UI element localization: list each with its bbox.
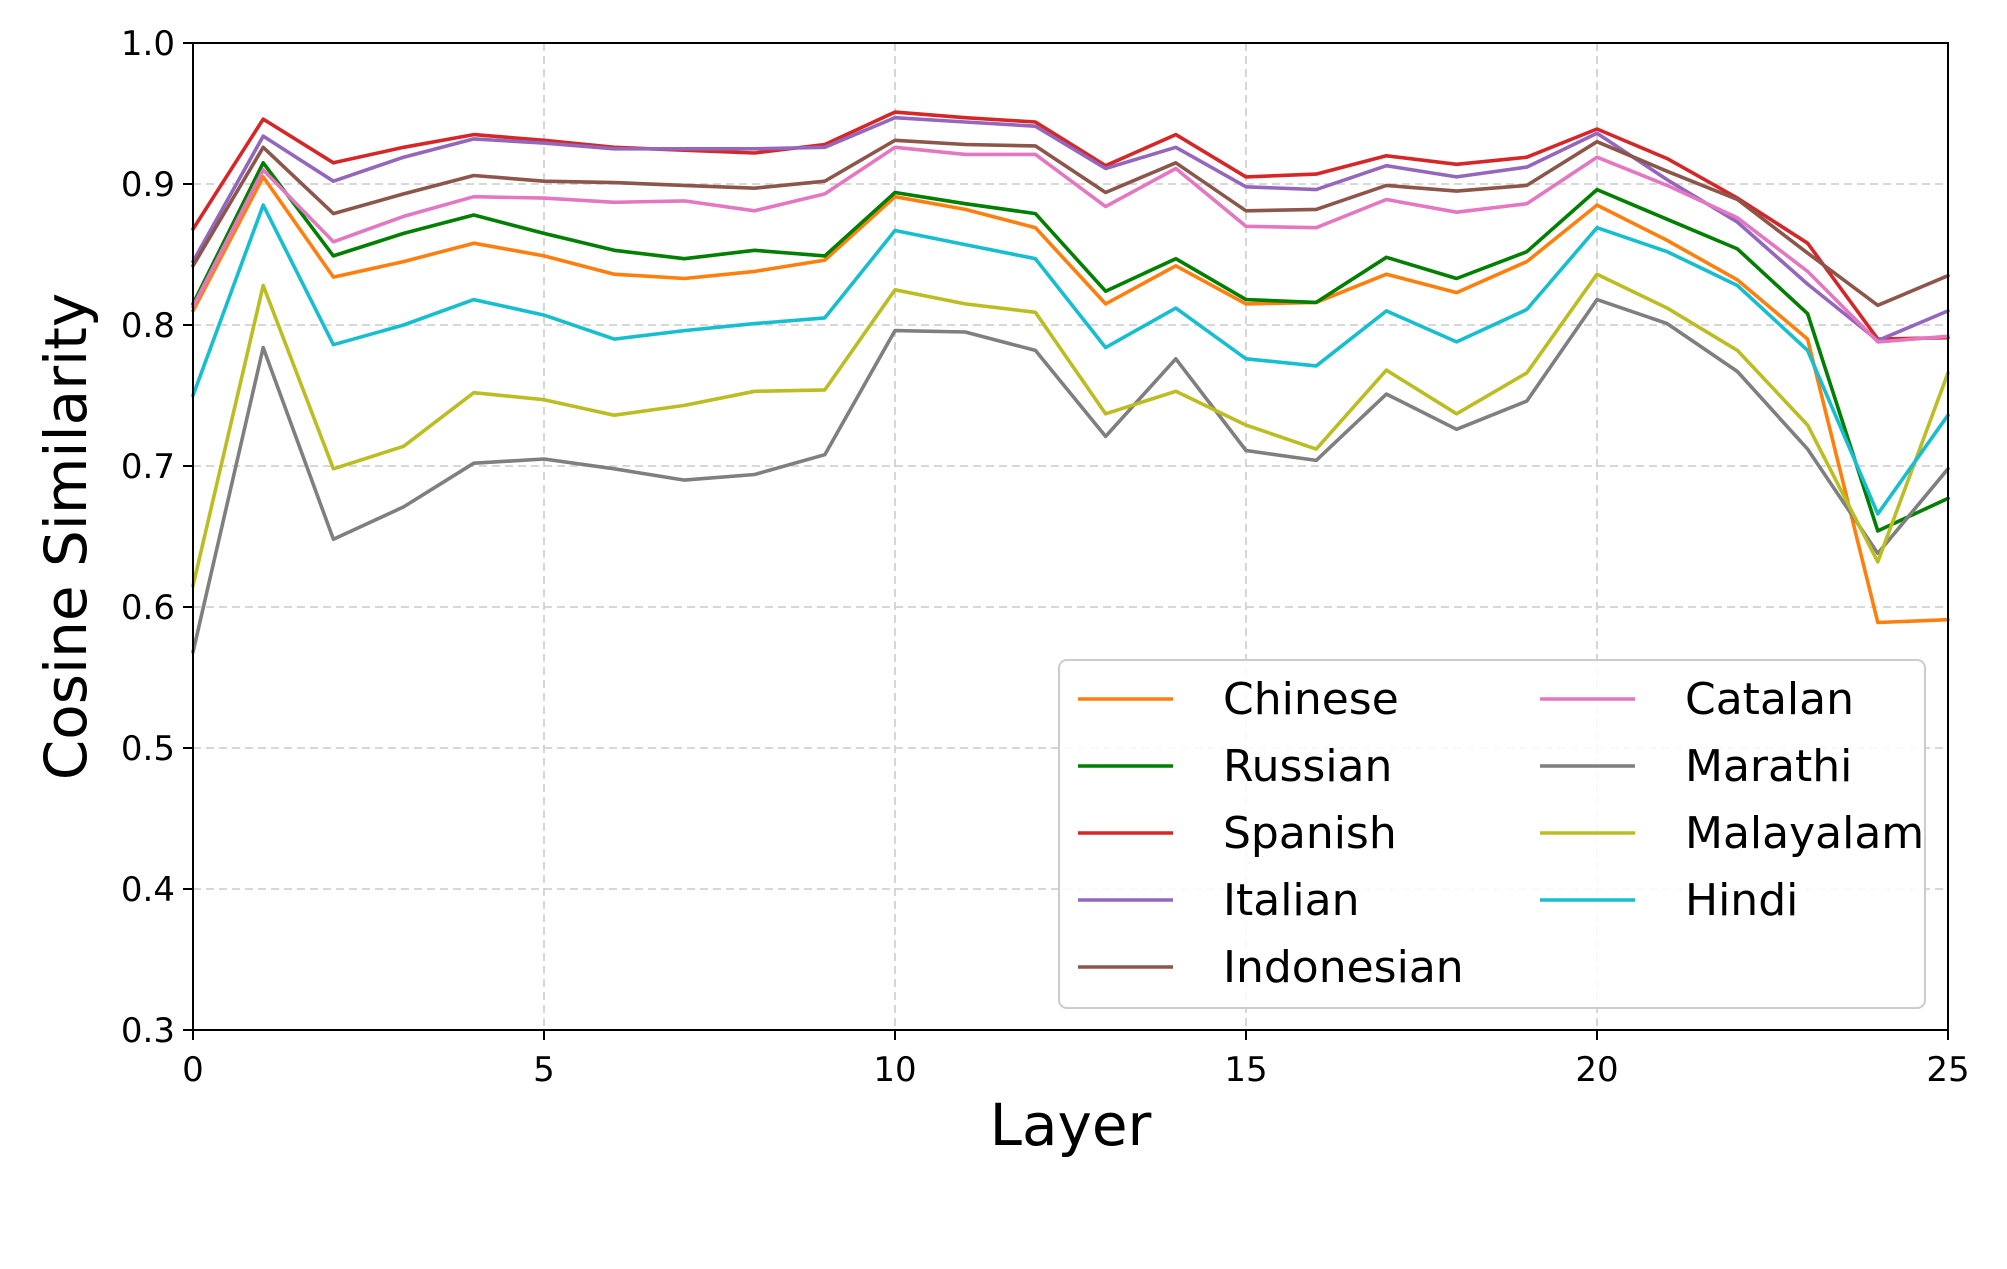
- legend-label-indonesian: Indonesian: [1223, 942, 1464, 993]
- legend-label-chinese: Chinese: [1223, 674, 1399, 725]
- y-tick-label: 0.3: [121, 1011, 175, 1051]
- series-lines: [191, 110, 1950, 654]
- x-tick-label: 0: [182, 1050, 204, 1090]
- y-axis-title: Cosine Similarity: [32, 293, 100, 780]
- y-tick-label: 0.4: [121, 870, 175, 910]
- legend-label-russian: Russian: [1223, 741, 1392, 792]
- y-tick-label: 0.6: [121, 588, 175, 628]
- x-tick-label: 25: [1926, 1050, 1969, 1090]
- x-axis-ticks: 0 5 10 15 20 25: [182, 1030, 1970, 1090]
- y-axis-ticks: 0.3 0.4 0.5 0.6 0.7 0.8 0.9 1.0: [121, 24, 193, 1051]
- series-line-catalan: [191, 145, 1950, 344]
- y-tick-label: 0.5: [121, 729, 175, 769]
- plot-frame: [192, 42, 1949, 1031]
- x-axis-title: Layer: [990, 1091, 1152, 1159]
- series-line-italian: [191, 115, 1950, 343]
- series-line-chinese: [191, 175, 1950, 625]
- y-tick-label: 0.8: [121, 306, 175, 346]
- legend-label-catalan: Catalan: [1685, 674, 1854, 725]
- x-tick-label: 5: [533, 1050, 555, 1090]
- legend-box: [1058, 659, 1926, 1009]
- x-tick-label: 10: [873, 1050, 916, 1090]
- x-tick-label: 15: [1224, 1050, 1267, 1090]
- x-tick-label: 20: [1575, 1050, 1618, 1090]
- series-line-hindi: [191, 203, 1950, 516]
- y-tick-label: 0.9: [121, 165, 175, 205]
- legend: Chinese Russian Spanish Italian Indonesian Ca…: [1058, 659, 1926, 1009]
- legend-label-hindi: Hindi: [1685, 875, 1798, 926]
- y-tick-label: 0.7: [121, 447, 175, 487]
- legend-label-marathi: Marathi: [1685, 741, 1852, 792]
- y-tick-label: 1.0: [121, 24, 175, 64]
- legend-label-spanish: Spanish: [1223, 808, 1397, 859]
- legend-label-malayalam: Malayalam: [1685, 808, 1924, 859]
- legend-label-italian: Italian: [1223, 875, 1360, 926]
- series-line-spanish: [191, 110, 1950, 341]
- series-line-marathi: [191, 297, 1950, 654]
- series-line-malayalam: [191, 272, 1950, 588]
- series-line-russian: [191, 161, 1950, 533]
- series-line-indonesian: [191, 138, 1950, 308]
